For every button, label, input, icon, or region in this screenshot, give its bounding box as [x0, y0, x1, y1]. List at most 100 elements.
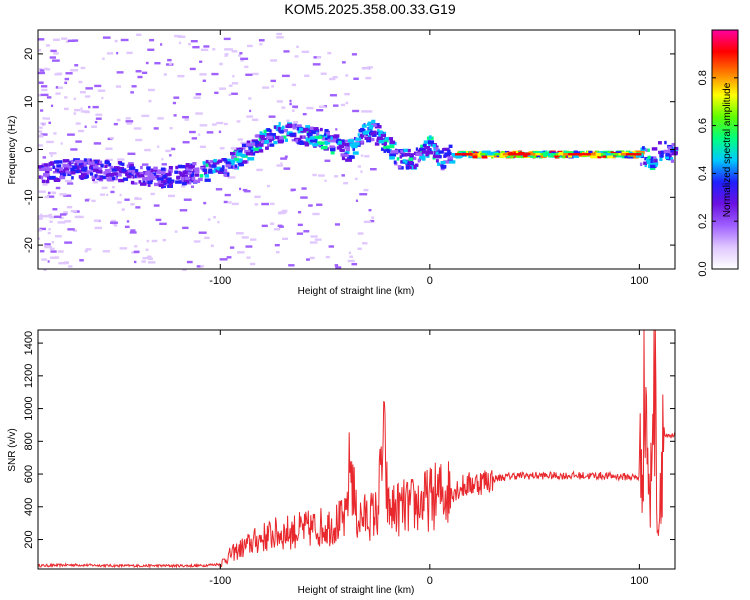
spectrogram-ridge-cell [259, 132, 267, 137]
spectrogram-ridge-cell [361, 124, 367, 128]
spectrogram-noise-cell [276, 32, 282, 36]
spectrogram-ridge-cell [281, 135, 287, 139]
spectrogram-noise-cell [54, 256, 60, 259]
spectrogram-noise-cell [110, 190, 115, 194]
spectrogram-ridge-cell [128, 172, 134, 177]
spectrogram-ridge-cell [425, 152, 429, 157]
spectrogram-ridge-cell [424, 145, 430, 150]
spectrogram-ridge-cell [366, 138, 372, 143]
spectrogram-noise-cell [117, 158, 125, 161]
spectrogram-ridge-cell [89, 163, 93, 167]
spectrogram-noise-cell [46, 140, 54, 144]
spectrogram-ridge-cell [405, 166, 410, 170]
spectrogram-ridge-cell [55, 177, 61, 182]
spectrogram-noise-cell [293, 121, 299, 124]
spectrogram-ridge-cell [360, 140, 364, 144]
spectrogram-ridge-cell [65, 170, 69, 174]
spectrogram-noise-cell [189, 67, 196, 71]
spectrogram-noise-cell [50, 256, 58, 259]
spectrogram-noise-cell [38, 237, 41, 240]
spectrogram-noise-cell [281, 209, 288, 213]
spectrogram-ridge-cell [641, 146, 645, 150]
spectrogram-ridge-cell [671, 151, 676, 155]
spectrogram-noise-cell [63, 211, 68, 214]
spectrogram-ridge-cell [79, 163, 85, 167]
spectrogram-noise-cell [80, 107, 83, 110]
spectrogram-ridge-cell [648, 162, 656, 166]
spectrogram-ridge-cell [150, 168, 153, 173]
spectrogram-ridge-cell [347, 139, 355, 143]
spectrogram-xtick-label: 0 [427, 275, 433, 287]
spectrogram-ridge-cell [240, 153, 246, 158]
spectrogram-noise-cell [130, 91, 134, 94]
spectrogram-noise-cell [149, 38, 155, 42]
spectrogram-noise-cell [42, 156, 47, 159]
spectrogram-ridge-cell [647, 155, 651, 160]
spectrogram-ridge-cell [332, 139, 337, 143]
spectrogram-noise-cell [203, 201, 207, 205]
spectrogram-core-cell [527, 153, 531, 156]
spectrogram-ridge-cell [193, 179, 201, 184]
spectrogram-ridge-cell [138, 180, 142, 184]
spectrogram-ridge-cell [52, 165, 56, 170]
spectrogram-ridge-cell [74, 159, 82, 164]
spectrogram-ridge-cell [269, 129, 272, 133]
spectrogram-ridge-cell [268, 139, 272, 143]
spectrogram-noise-cell [348, 251, 352, 255]
spectrogram-core-cell [555, 153, 559, 156]
spectrogram-noise-cell [84, 110, 90, 114]
spectrogram-noise-cell [247, 44, 253, 48]
spectrogram-noise-cell [277, 211, 285, 215]
spectrogram-ridge-cell [441, 148, 444, 152]
spectrogram-ridge-cell [523, 153, 528, 158]
spectrogram-noise-cell [179, 209, 188, 212]
spectrogram-noise-cell [188, 42, 191, 46]
spectrogram-ridge-cell [432, 144, 436, 148]
spectrogram-noise-cell [319, 105, 326, 109]
spectrogram-noise-cell [236, 120, 241, 123]
spectrogram-ridge-cell [104, 164, 108, 168]
spectrogram-ridge-cell [87, 170, 93, 174]
spectrogram-noise-cell [355, 199, 359, 202]
spectrogram-ridge-cell [393, 150, 399, 154]
spectrogram-ridge-cell [643, 161, 648, 165]
spectrogram-ridge-cell [440, 161, 446, 165]
spectrogram-noise-cell [280, 157, 288, 160]
spectrogram-noise-cell [312, 173, 317, 177]
spectrogram-core-cell [580, 153, 584, 156]
spectrogram-noise-cell [55, 86, 59, 89]
spectrogram-ridge-cell [590, 154, 598, 159]
spectrogram-ridge-cell [202, 168, 208, 172]
spectrogram-ridge-cell [139, 171, 144, 176]
snr-ticks: -100 0 100 200 400 600 800 1000 1200 1400 [23, 330, 675, 587]
spectrogram-ridge-cell [308, 130, 313, 134]
spectrogram-noise-cell [61, 161, 67, 165]
spectrogram-noise-cell [150, 192, 155, 196]
spectrogram-ridge-cell [345, 147, 350, 152]
spectrogram-ridge-cell [311, 139, 317, 143]
spectrogram-ridge-cell [162, 174, 167, 179]
spectrogram-ridge-cell [649, 156, 654, 160]
spectrogram-ytick-label: 10 [23, 96, 35, 108]
spectrogram-ridge-cell [100, 163, 104, 167]
spectrogram-noise-cell [45, 44, 51, 47]
spectrogram-ridge-cell [400, 149, 404, 154]
spectrogram-noise-cell [137, 75, 143, 79]
spectrogram-ridge-cell [128, 166, 136, 170]
spectrogram-noise-cell [38, 144, 43, 147]
spectrogram-noise-cell [84, 199, 90, 202]
spectrogram-noise-cell [226, 256, 232, 259]
spectrogram-noise-cell [113, 224, 118, 227]
spectrogram-noise-cell [320, 72, 327, 75]
spectrogram-noise-cell [94, 226, 103, 230]
spectrogram-ridge-cell [180, 176, 185, 181]
spectrogram-noise-cell [341, 174, 345, 177]
spectrogram-ridge-cell [236, 152, 243, 156]
spectrogram-ridge-cell [535, 151, 540, 155]
spectrogram-ridge-cell [273, 125, 281, 129]
spectrogram-noise-cell [329, 77, 336, 81]
spectrogram-ridge-cell [241, 143, 249, 147]
spectrogram-core-cell [575, 153, 579, 156]
spectrogram-noise-cell [44, 243, 51, 246]
spectrogram-ridge-cell [146, 170, 153, 174]
